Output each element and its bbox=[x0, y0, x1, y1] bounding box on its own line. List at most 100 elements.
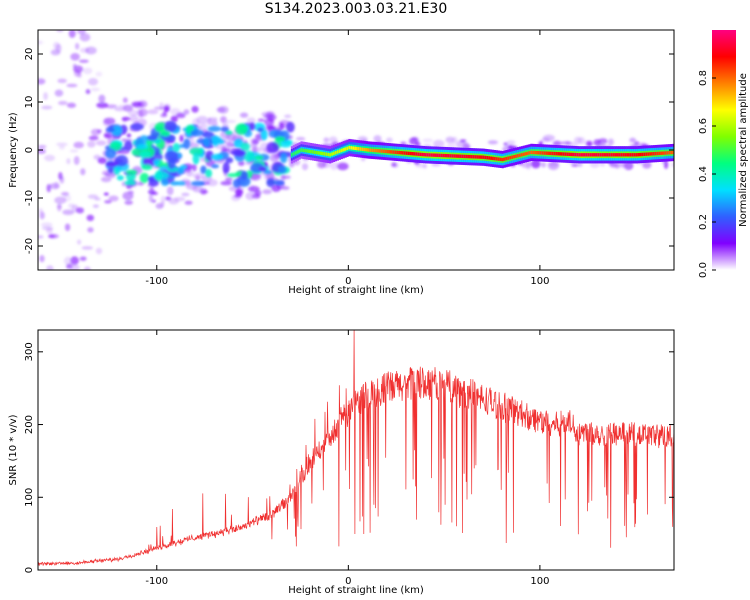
ridge-cell bbox=[367, 148, 370, 152]
ridge-cell bbox=[294, 151, 297, 155]
noise-blob bbox=[165, 196, 172, 201]
noise-blob bbox=[577, 137, 585, 145]
ridge-blob bbox=[222, 161, 230, 174]
ridge-blob bbox=[212, 135, 219, 147]
ridge-cell bbox=[321, 151, 324, 156]
ridge-cell bbox=[495, 157, 499, 161]
ridge-cell bbox=[472, 155, 476, 159]
ridge-blob bbox=[160, 130, 171, 137]
noise-blob bbox=[79, 256, 87, 261]
noise-blob bbox=[87, 77, 99, 86]
x-tick-label: 0 bbox=[345, 576, 351, 587]
ridge-cell bbox=[388, 150, 391, 154]
ridge-cell bbox=[666, 151, 669, 155]
ridge-blob bbox=[172, 142, 180, 153]
y-tick-label: 0 bbox=[24, 147, 35, 153]
noise-blob bbox=[98, 94, 106, 103]
ridge-cell bbox=[394, 150, 397, 154]
ridge-cell bbox=[549, 151, 552, 156]
noise-blob bbox=[239, 112, 249, 118]
ridge-cell bbox=[501, 157, 504, 162]
noise-blob bbox=[584, 140, 589, 147]
noise-blob bbox=[56, 30, 64, 33]
snr-panel: -100 0 100 0 100 200 300 Height of straight li… bbox=[8, 329, 675, 596]
noise-blob bbox=[100, 176, 112, 183]
ridge-cell bbox=[434, 153, 437, 157]
spectrogram-ylabel: Frequency (Hz) bbox=[8, 112, 19, 188]
ridge-cell bbox=[463, 154, 466, 159]
ridge-cell bbox=[672, 150, 674, 155]
ridge-cell bbox=[407, 151, 410, 156]
ridge-cell bbox=[635, 153, 638, 157]
ridge-cell bbox=[424, 153, 428, 157]
noise-blob bbox=[634, 141, 640, 145]
noise-blob bbox=[608, 138, 614, 146]
ridge-cell bbox=[572, 152, 575, 157]
ridge-cell bbox=[308, 149, 311, 153]
noise-blob bbox=[663, 160, 669, 170]
ridge-cell bbox=[428, 153, 431, 157]
noise-blob bbox=[121, 116, 131, 121]
noise-blob bbox=[571, 163, 579, 167]
ridge-blob bbox=[260, 129, 268, 141]
ridge-cell bbox=[626, 153, 629, 157]
ridge-cell bbox=[323, 152, 326, 156]
ridge-cell bbox=[493, 156, 497, 161]
ridge-cell bbox=[371, 148, 374, 152]
noise-blob bbox=[317, 160, 327, 169]
ridge-cell bbox=[497, 157, 500, 161]
noise-blob bbox=[565, 141, 571, 146]
ridge-blob bbox=[141, 164, 153, 171]
ridge-blob bbox=[263, 169, 272, 175]
noise-blob bbox=[38, 40, 44, 45]
ridge-blob bbox=[240, 142, 250, 152]
ridge-cell bbox=[515, 154, 518, 158]
ridge-cell bbox=[490, 156, 493, 160]
noise-blob bbox=[162, 110, 167, 116]
y-tick-label: 200 bbox=[24, 415, 35, 434]
ridge-blob bbox=[189, 147, 204, 156]
noise-blob bbox=[78, 59, 89, 63]
noise-blob bbox=[114, 107, 126, 112]
noise-blob bbox=[163, 105, 170, 113]
noise-blob bbox=[153, 106, 166, 110]
ridge-cell bbox=[555, 151, 558, 156]
ridge-blob bbox=[240, 170, 249, 180]
ridge-cell bbox=[363, 147, 366, 152]
noise-blob bbox=[593, 139, 601, 146]
noise-blob bbox=[234, 194, 242, 198]
ridge-cell bbox=[643, 152, 646, 156]
noise-blob bbox=[129, 114, 139, 123]
ridge-cell bbox=[610, 153, 613, 157]
noise-blob bbox=[103, 192, 109, 196]
ridge-blob bbox=[160, 178, 170, 187]
ridge-cell bbox=[302, 148, 305, 152]
noise-blob bbox=[192, 163, 197, 172]
noise-blob bbox=[166, 186, 174, 196]
noise-blob bbox=[81, 246, 94, 250]
noise-blob bbox=[422, 138, 434, 143]
figure-title: S134.2023.003.03.21.E30 bbox=[264, 1, 448, 17]
noise-blob bbox=[547, 161, 560, 170]
ridge-cell bbox=[576, 153, 579, 157]
x-tick-label: 100 bbox=[530, 276, 549, 287]
ridge-cell bbox=[511, 155, 514, 159]
ridge-blob bbox=[238, 175, 251, 187]
noise-blob bbox=[79, 47, 90, 53]
ridge-blob bbox=[190, 180, 205, 186]
ridge-blob bbox=[146, 135, 158, 141]
noise-blob bbox=[269, 153, 280, 163]
ridge-blob bbox=[107, 167, 115, 174]
noise-blob bbox=[94, 197, 101, 201]
ridge-cell bbox=[637, 153, 640, 157]
noise-blob bbox=[70, 52, 80, 61]
ridge-cell bbox=[369, 148, 372, 152]
ridge-blob bbox=[257, 127, 264, 133]
ridge-cell bbox=[398, 150, 401, 155]
noise-blob bbox=[185, 180, 192, 186]
y-tick-label: -10 bbox=[24, 190, 35, 206]
ridge-cell bbox=[409, 151, 412, 156]
colorbar-tick-label: 0.0 bbox=[698, 262, 709, 278]
noise-blob bbox=[160, 201, 165, 208]
